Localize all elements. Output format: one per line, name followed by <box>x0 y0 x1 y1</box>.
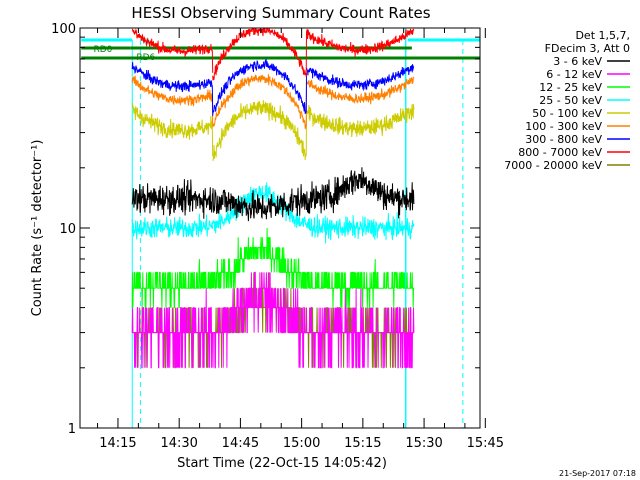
series-line <box>131 227 414 309</box>
series-segment <box>306 258 414 309</box>
legend-label: 100 - 300 keV <box>525 120 602 133</box>
series-line <box>131 100 415 162</box>
series-segment <box>131 28 214 73</box>
legend-header: FDecim 3, Att 0 <box>545 42 630 55</box>
series-segment <box>306 76 415 105</box>
x-tick-label: 15:45 <box>467 436 504 451</box>
series-line <box>131 167 415 222</box>
series-segment <box>212 271 307 369</box>
series-segment <box>306 28 415 57</box>
series-segment <box>131 213 214 240</box>
series-segment <box>131 75 214 127</box>
series-segment <box>306 212 415 244</box>
x-tick-label: 15:15 <box>344 436 381 451</box>
x-tick-label: 15:00 <box>283 436 320 451</box>
flag-label-rd6: RD6 <box>136 53 155 63</box>
series-layer <box>131 27 415 369</box>
x-tick-label: 14:30 <box>160 436 197 451</box>
legend-label: 3 - 6 keV <box>553 55 602 68</box>
series-segment <box>131 62 214 114</box>
series-segment <box>212 58 307 116</box>
legend-header: Det 1,5,7, <box>575 29 630 42</box>
series-segment <box>131 288 213 369</box>
series-segment <box>131 179 214 219</box>
series-segment <box>212 27 307 81</box>
y-tick-label: 1 <box>68 422 76 437</box>
series-segment <box>212 100 307 162</box>
y-axis-label: Count Rate (s⁻¹ detector⁻¹) <box>30 140 45 317</box>
y-tick-label: 100 <box>51 22 76 37</box>
x-tick-label: 14:15 <box>99 436 136 451</box>
legend-label: 12 - 25 keV <box>539 81 602 94</box>
legend-label: 6 - 12 keV <box>546 68 602 81</box>
x-axis-label: Start Time (22-Oct-15 14:05:42) <box>177 456 387 471</box>
x-tick-label: 15:30 <box>405 436 442 451</box>
series-segment <box>306 104 415 138</box>
series-line <box>131 58 415 116</box>
series-segment <box>212 74 307 130</box>
series-segment <box>131 102 214 157</box>
series-line <box>131 27 415 81</box>
series-segment <box>306 64 415 92</box>
series-line <box>131 74 415 130</box>
legend-label: 25 - 50 keV <box>539 94 602 107</box>
axes-layer: 14:15 14:30 14:45 15:00 15:15 15:30 15:45 1 10 10… <box>51 22 504 451</box>
flag-label-rd0: RD0 <box>93 45 112 55</box>
legend-label: 7000 - 20000 keV <box>504 159 602 172</box>
legend-label: 300 - 800 keV <box>525 133 602 146</box>
series-segment <box>212 227 307 289</box>
legend-label: 800 - 7000 keV <box>518 146 602 159</box>
chart-title: HESSI Observing Summary Count Rates <box>131 4 430 22</box>
y-tick-label: 10 <box>59 222 76 237</box>
footer-timestamp: 21-Sep-2017 07:18 <box>559 469 636 478</box>
legend-label: 50 - 100 keV <box>532 107 602 120</box>
x-tick-label: 14:45 <box>222 436 259 451</box>
series-segment <box>306 167 415 219</box>
series-segment <box>306 288 415 369</box>
series-segment <box>212 184 307 222</box>
series-segment <box>131 258 214 309</box>
